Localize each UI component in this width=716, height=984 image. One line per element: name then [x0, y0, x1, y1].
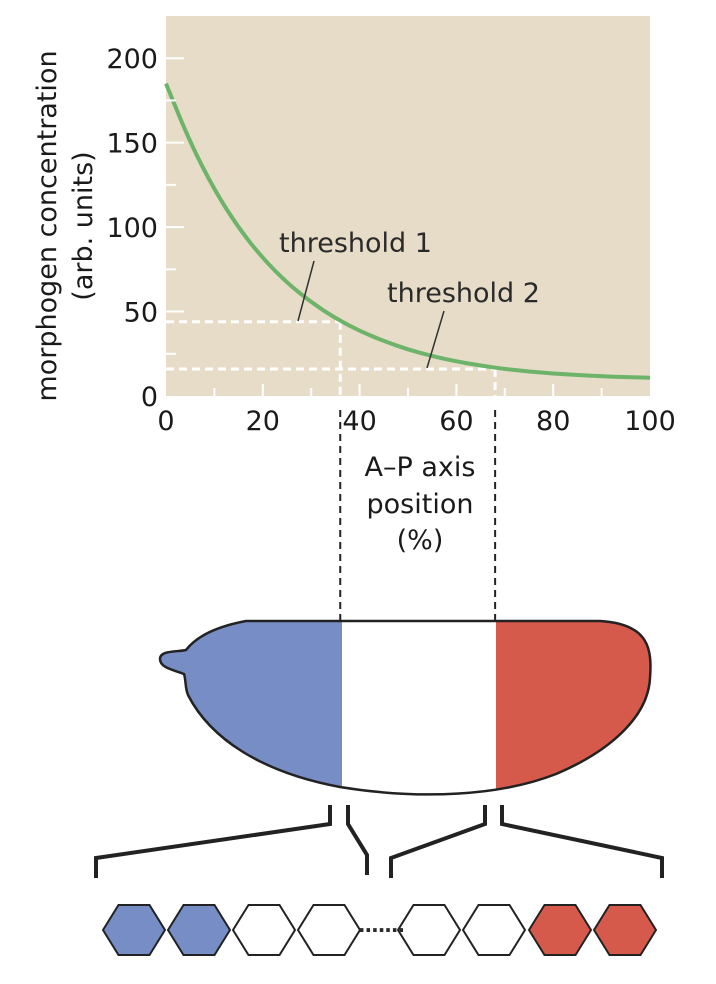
- embryo: [158, 619, 652, 796]
- cell-hexagon: [592, 904, 658, 956]
- y-tick-label: 100: [106, 213, 158, 244]
- y-tick-label: 50: [124, 298, 158, 329]
- x-tick-label: 20: [246, 406, 280, 437]
- cell-hexagon: [101, 904, 167, 956]
- y-tick-label: 150: [106, 129, 158, 160]
- bracket-right-outer: [500, 805, 664, 878]
- bracket-left-inner: [346, 805, 369, 875]
- embryo-outline: [158, 619, 652, 796]
- plot-background: [166, 16, 650, 396]
- x-axis-title-line-2: position: [367, 489, 474, 520]
- y-tick-label: 0: [141, 382, 158, 413]
- cell-row-ellipsis: .......: [358, 913, 404, 937]
- bracket-left-outer: [94, 805, 332, 878]
- threshold-labels: threshold 1 threshold 2: [279, 228, 540, 369]
- y-axis-title-line-2: (arb. units): [68, 151, 99, 300]
- threshold-leader-line: [297, 260, 315, 322]
- x-tick-label: 80: [536, 406, 570, 437]
- cell-hexagon: [166, 904, 232, 956]
- cell-hexagon: [396, 904, 462, 956]
- zoom-brackets: [94, 805, 664, 878]
- cell-hexagon: [527, 904, 593, 956]
- y-axis-title-line-1: morphogen concentration: [32, 50, 63, 401]
- cell-hexagon: [296, 904, 362, 956]
- embryo-middle-region: [342, 621, 496, 795]
- cell-hexagon: [461, 904, 527, 956]
- x-tick-label: 40: [342, 406, 376, 437]
- x-tick-label: 0: [157, 406, 174, 437]
- y-tick-label: 200: [106, 44, 158, 75]
- x-axis-ticks: 0 20 40 60 80 100: [157, 384, 676, 437]
- x-axis-title: A–P axis position (%): [350, 446, 490, 558]
- bracket-right-inner: [389, 805, 487, 878]
- concentration-curve: [164, 82, 651, 380]
- threshold-label: threshold 1: [279, 228, 432, 259]
- cell-hexagon: [231, 904, 297, 956]
- y-axis-ticks: 0 50 100 150 200: [106, 44, 184, 413]
- threshold-leader-line: [426, 310, 445, 369]
- x-tick-label: 100: [624, 406, 676, 437]
- threshold-label: threshold 2: [387, 278, 540, 309]
- x-axis-title-line-3: (%): [397, 525, 444, 556]
- cell-row: [101, 904, 658, 956]
- x-tick-label: 60: [439, 406, 473, 437]
- x-axis-title-line-1: A–P axis: [365, 452, 476, 483]
- x-axis-title-backdrop: [350, 446, 490, 558]
- threshold-guide-lines: [166, 320, 497, 396]
